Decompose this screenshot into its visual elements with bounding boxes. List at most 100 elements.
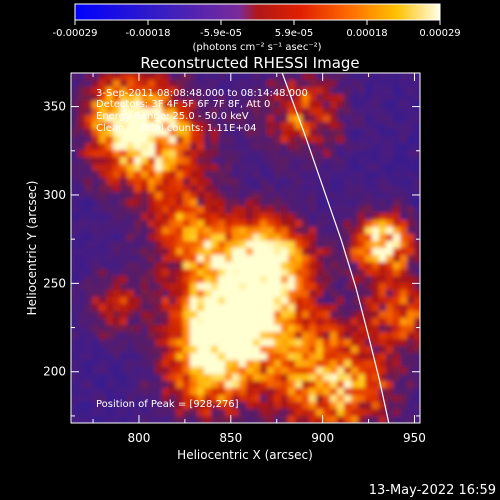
heatmap-cell — [239, 283, 247, 291]
heatmap-cell — [393, 290, 401, 298]
heatmap-cell — [323, 206, 331, 214]
heatmap-cell — [155, 339, 163, 347]
heatmap-cell — [211, 304, 219, 312]
heatmap-cell — [386, 332, 394, 340]
heatmap-cell — [246, 283, 254, 291]
heatmap-cell — [211, 178, 219, 186]
heatmap-cell — [372, 332, 380, 340]
heatmap-cell — [120, 87, 128, 95]
heatmap-cell — [99, 73, 107, 81]
heatmap-cell — [134, 129, 142, 137]
heatmap-cell — [281, 178, 289, 186]
heatmap-cell — [281, 395, 289, 403]
heatmap-cell — [176, 164, 184, 172]
heatmap-cell — [183, 388, 191, 396]
heatmap-cell — [386, 164, 394, 172]
heatmap-cell — [99, 325, 107, 333]
heatmap-cell — [239, 101, 247, 109]
heatmap-cell — [162, 171, 170, 179]
heatmap-cell — [379, 248, 387, 256]
heatmap-cell — [274, 227, 282, 235]
heatmap-cell — [309, 164, 317, 172]
heatmap-cell — [400, 171, 408, 179]
heatmap-cell — [414, 304, 420, 312]
heatmap-cell — [351, 94, 359, 102]
heatmap-cell — [232, 178, 240, 186]
heatmap-cell — [197, 213, 205, 221]
colorbar-tick-label: -5.9e-05 — [200, 28, 242, 39]
heatmap-cell — [281, 311, 289, 319]
heatmap-cell — [183, 367, 191, 375]
heatmap-cell — [386, 262, 394, 270]
heatmap-cell — [113, 171, 121, 179]
heatmap-cell — [400, 213, 408, 221]
heatmap-cell — [316, 192, 324, 200]
heatmap-cell — [113, 381, 121, 389]
heatmap-cell — [148, 318, 156, 326]
heatmap-cell — [400, 136, 408, 144]
heatmap-cell — [113, 332, 121, 340]
heatmap-cell — [337, 353, 345, 361]
heatmap-cell — [127, 80, 135, 88]
heatmap-cell — [337, 164, 345, 172]
heatmap-cell — [92, 360, 100, 368]
heatmap-cell — [169, 339, 177, 347]
heatmap-cell — [99, 346, 107, 354]
heatmap-cell — [351, 220, 359, 228]
heatmap-cell — [113, 73, 121, 81]
heatmap-cell — [155, 206, 163, 214]
heatmap-cell — [204, 206, 212, 214]
heatmap-cell — [316, 360, 324, 368]
heatmap-cell — [106, 192, 114, 200]
heatmap-cell — [127, 325, 135, 333]
heatmap-cell — [78, 311, 86, 319]
heatmap-cell — [99, 395, 107, 403]
heatmap-cell — [85, 332, 93, 340]
heatmap-cell — [92, 283, 100, 291]
heatmap-cell — [85, 164, 93, 172]
heatmap-cell — [274, 213, 282, 221]
heatmap-cell — [155, 374, 163, 382]
heatmap-cell — [148, 325, 156, 333]
heatmap-cell — [176, 276, 184, 284]
heatmap-cell — [288, 178, 296, 186]
heatmap-cell — [162, 157, 170, 165]
heatmap-cell — [379, 304, 387, 312]
heatmap-cell — [309, 87, 317, 95]
heatmap-cell — [302, 73, 310, 81]
heatmap-cell — [407, 150, 415, 158]
heatmap-cell — [71, 157, 79, 165]
heatmap-cell — [197, 108, 205, 116]
heatmap-cell — [190, 241, 198, 249]
heatmap-cell — [358, 227, 366, 235]
heatmap-cell — [400, 192, 408, 200]
heatmap-cell — [71, 248, 79, 256]
heatmap-cell — [127, 213, 135, 221]
heatmap-cell — [288, 164, 296, 172]
heatmap-cell — [225, 311, 233, 319]
heatmap-cell — [323, 255, 331, 263]
heatmap-cell — [99, 360, 107, 368]
heatmap-cell — [141, 304, 149, 312]
heatmap-cell — [71, 255, 79, 263]
heatmap-cell — [288, 262, 296, 270]
heatmap-cell — [85, 129, 93, 137]
heatmap-cell — [197, 94, 205, 102]
heatmap-cell — [330, 332, 338, 340]
heatmap-cell — [260, 164, 268, 172]
heatmap-cell — [351, 367, 359, 375]
heatmap-cell — [197, 143, 205, 151]
heatmap-cell — [155, 388, 163, 396]
heatmap-cell — [407, 388, 415, 396]
heatmap-cell — [106, 157, 114, 165]
heatmap-cell — [183, 409, 191, 417]
heatmap-cell — [183, 213, 191, 221]
heatmap-cell — [414, 73, 420, 81]
heatmap-cell — [330, 129, 338, 137]
heatmap-cell — [113, 409, 121, 417]
heatmap-cell — [386, 325, 394, 333]
heatmap-cell — [134, 108, 142, 116]
heatmap-cell — [71, 115, 79, 123]
heatmap-cell — [372, 136, 380, 144]
heatmap-cell — [253, 276, 261, 284]
